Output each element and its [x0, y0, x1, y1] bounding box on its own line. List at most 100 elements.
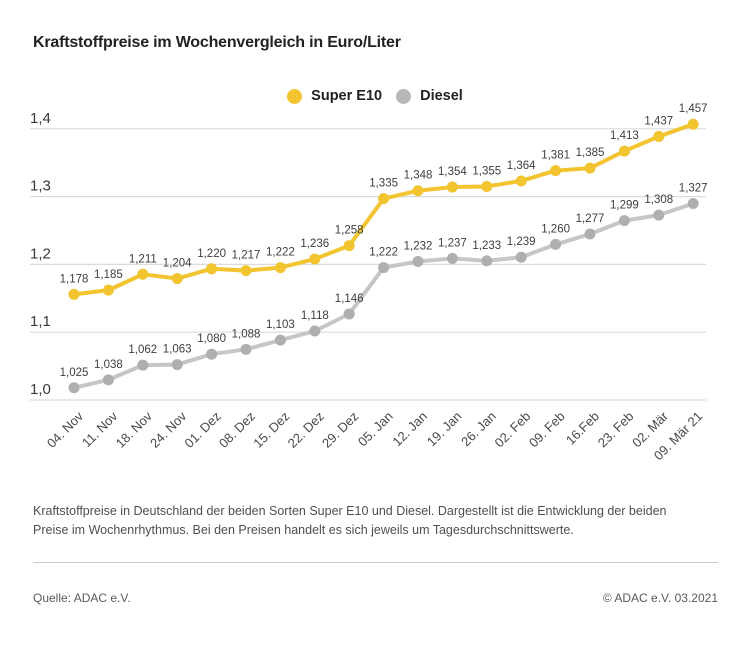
- page-title: Kraftstoffpreise im Wochenvergleich in E…: [33, 34, 401, 51]
- series-super-e10: 1,178 1,185 1,211 1,204 1,220 1,217 1,222 1,236…: [60, 103, 708, 300]
- super-e10-value-label: 1,385: [576, 147, 605, 159]
- super-e10-data-point: [68, 288, 80, 300]
- diesel-value-label: 1,260: [541, 223, 570, 235]
- diesel-data-point: [412, 255, 424, 267]
- diesel-data-point: [68, 382, 80, 394]
- super-e10-value-label: 1,211: [129, 253, 157, 265]
- gridlines: 1,0 1,1 1,2 1,3 1,4: [30, 110, 706, 401]
- super-e10-value-label: 1,217: [232, 250, 261, 262]
- legend-label-diesel: Diesel: [420, 88, 463, 104]
- super-e10-data-point: [412, 185, 424, 197]
- x-tick-label: 05. Jan: [355, 409, 396, 450]
- x-tick-label: 26. Jan: [458, 409, 499, 450]
- diesel-value-label: 1,222: [369, 247, 398, 259]
- diesel-data-point: [618, 215, 630, 227]
- super-e10-data-point: [240, 265, 252, 277]
- diesel-data-point: [653, 209, 665, 221]
- super-e10-value-label: 1,236: [300, 238, 329, 250]
- y-tick-label: 1,2: [30, 245, 51, 262]
- super-e10-value-label: 1,220: [197, 248, 226, 260]
- super-e10-value-label: 1,413: [610, 130, 639, 142]
- diesel-line: [72, 201, 696, 390]
- x-tick-label: 23. Feb: [595, 409, 637, 451]
- source-text: Quelle: ADAC e.V.: [33, 591, 131, 605]
- legend-item-super-e10: Super E10: [287, 88, 382, 104]
- diesel-value-label: 1,038: [94, 359, 123, 371]
- super-e10-value-label: 1,364: [507, 160, 536, 172]
- diesel-value-label: 1,308: [644, 194, 673, 206]
- x-tick-label: 08. Dez: [216, 409, 258, 451]
- super-e10-value-label: 1,457: [679, 103, 708, 115]
- diesel-value-label: 1,146: [335, 293, 364, 305]
- series-diesel: 1,025 1,038 1,062 1,063 1,080 1,088 1,103 1,118…: [60, 183, 708, 394]
- super-e10-value-label: 1,222: [266, 247, 295, 259]
- diesel-data-point: [515, 251, 527, 263]
- x-tick-label: 12. Jan: [389, 409, 430, 450]
- diesel-value-label: 1,233: [472, 240, 501, 252]
- x-tick-label: 22. Dez: [285, 409, 327, 451]
- super-e10-value-label: 1,354: [438, 166, 467, 178]
- x-tick-label: 19. Jan: [424, 409, 465, 450]
- super-e10-value-label: 1,355: [472, 165, 501, 177]
- diesel-value-label: 1,327: [679, 183, 708, 195]
- diesel-value-label: 1,063: [163, 344, 192, 356]
- super-e10-data-point: [687, 118, 699, 130]
- footer-divider: [33, 562, 718, 563]
- super-e10-value-label: 1,258: [335, 225, 364, 237]
- x-tick-label: 15. Dez: [250, 409, 292, 451]
- diesel-value-label: 1,118: [301, 310, 329, 322]
- diesel-data-point: [343, 308, 355, 320]
- copyright-text: © ADAC e.V. 03.2021: [602, 591, 718, 605]
- diesel-value-label: 1,239: [507, 236, 536, 248]
- super-e10-data-point: [206, 263, 218, 275]
- diesel-value-label: 1,025: [60, 367, 89, 379]
- diesel-value-label: 1,080: [197, 333, 226, 345]
- x-tick-label: 02. Feb: [492, 409, 534, 451]
- legend-label-super-e10: Super E10: [311, 88, 383, 104]
- diesel-value-label: 1,277: [576, 213, 605, 225]
- super-e10-data-point: [309, 253, 321, 265]
- super-e10-data-point: [378, 193, 390, 205]
- super-e10-data-point: [102, 284, 114, 296]
- super-e10-dot-icon: [287, 88, 303, 104]
- diesel-data-point: [102, 374, 114, 386]
- diesel-value-label: 1,088: [232, 328, 261, 340]
- diesel-value-label: 1,103: [266, 319, 295, 331]
- super-e10-data-point: [171, 273, 183, 285]
- diesel-data-point: [274, 334, 286, 346]
- diesel-value-label: 1,299: [610, 200, 639, 212]
- super-e10-value-label: 1,185: [94, 269, 123, 281]
- x-tick-label: 29. Dez: [319, 409, 361, 451]
- x-tick-label: 09. Feb: [526, 409, 568, 451]
- super-e10-data-point: [446, 181, 458, 193]
- super-e10-data-point: [653, 130, 665, 142]
- chart-description: Kraftstoffpreise in Deutschland der beid…: [33, 504, 667, 538]
- diesel-data-point: [584, 228, 596, 240]
- super-e10-data-point: [137, 268, 149, 280]
- diesel-data-point: [550, 238, 562, 250]
- x-tick-label: 04. Nov: [44, 408, 87, 451]
- y-tick-label: 1,0: [30, 381, 51, 398]
- x-tick-label: 18. Nov: [113, 408, 156, 451]
- diesel-data-point: [309, 325, 321, 337]
- super-e10-data-point: [515, 175, 527, 187]
- super-e10-value-label: 1,381: [541, 150, 570, 162]
- x-tick-label: 01. Dez: [181, 409, 223, 451]
- super-e10-value-label: 1,437: [644, 115, 673, 127]
- diesel-data-point: [687, 198, 699, 210]
- super-e10-value-label: 1,204: [163, 258, 192, 270]
- super-e10-data-point: [481, 180, 493, 192]
- chart-legend: Super E10 Diesel: [0, 88, 750, 104]
- y-tick-label: 1,4: [30, 110, 51, 127]
- super-e10-value-label: 1,178: [60, 273, 89, 285]
- legend-item-diesel: Diesel: [396, 88, 463, 104]
- y-tick-label: 1,3: [30, 178, 51, 195]
- super-e10-data-point: [343, 240, 355, 252]
- super-e10-data-point: [274, 262, 286, 274]
- y-tick-label: 1,1: [30, 313, 51, 330]
- diesel-value-label: 1,062: [128, 344, 157, 356]
- x-tick-label: 11. Nov: [79, 408, 121, 450]
- super-e10-data-point: [618, 145, 630, 157]
- super-e10-value-label: 1,348: [404, 170, 433, 182]
